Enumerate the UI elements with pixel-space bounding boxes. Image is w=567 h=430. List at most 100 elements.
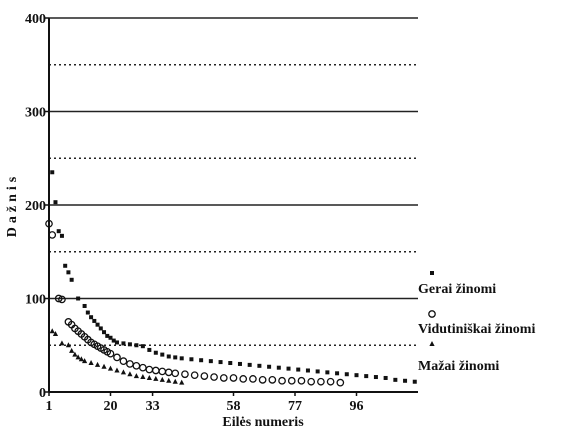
x-tick-label: 1 [46, 399, 53, 414]
data-point-square [98, 326, 103, 331]
data-point-circle [54, 294, 63, 303]
data-point-square [153, 350, 158, 355]
data-point-square [50, 170, 55, 175]
data-point-triangle [127, 371, 133, 377]
x-tick-label: 20 [104, 399, 118, 414]
points-layer [45, 170, 417, 387]
y-tick-label: 100 [25, 293, 46, 308]
data-point-square [127, 342, 132, 347]
data-point-circle [317, 377, 325, 386]
y-tick-label: 0 [39, 386, 46, 401]
data-point-circle [297, 376, 306, 385]
data-point-square [140, 344, 145, 349]
data-point-square [102, 330, 107, 335]
data-point-circle [113, 353, 121, 362]
data-point-triangle [101, 363, 107, 369]
data-point-square [286, 366, 291, 371]
data-point-triangle [120, 369, 127, 375]
data-point-square [92, 318, 97, 323]
data-point-square [412, 379, 417, 384]
data-point-circle [58, 295, 66, 304]
data-point-square [85, 310, 90, 315]
data-point-circle [139, 363, 147, 372]
data-point-circle [219, 374, 228, 382]
data-point-square [199, 358, 204, 363]
data-point-circle [200, 372, 209, 380]
series-2 [45, 219, 345, 387]
legend-marker-triangle [429, 341, 435, 346]
data-point-square [105, 333, 110, 338]
data-point-square [276, 365, 281, 370]
data-point-circle [258, 375, 267, 384]
grid-layer [49, 17, 418, 347]
data-point-square [53, 200, 58, 205]
data-point-square [228, 361, 233, 366]
y-axis-title: Dažnis [5, 173, 20, 237]
data-point-circle [45, 219, 53, 228]
data-point-triangle [88, 360, 94, 366]
data-point-circle [119, 357, 128, 365]
data-point-triangle [172, 378, 178, 384]
x-tick-label: 96 [350, 399, 364, 414]
data-point-circle [48, 231, 57, 239]
data-point-circle [171, 369, 180, 378]
data-point-triangle [49, 328, 55, 334]
data-point-square [305, 368, 310, 373]
data-point-square [66, 270, 71, 275]
data-point-square [111, 338, 116, 343]
data-point-square [69, 277, 74, 282]
data-point-square [247, 362, 252, 367]
data-point-square [166, 354, 171, 359]
data-point-square [89, 315, 94, 320]
data-point-square [121, 341, 126, 346]
data-point-circle [190, 371, 199, 380]
legend-marker-square [430, 271, 434, 275]
data-point-triangle [179, 379, 185, 385]
data-point-square [267, 364, 272, 369]
data-point-triangle [59, 340, 65, 346]
data-point-square [296, 367, 301, 372]
data-point-circle [307, 377, 316, 386]
data-point-square [218, 360, 223, 365]
y-tick-label: 300 [25, 106, 46, 121]
data-point-square [134, 343, 139, 348]
data-point-square [173, 355, 178, 360]
data-point-triangle [65, 342, 72, 348]
legend-marker-circle [428, 310, 436, 318]
x-axis-title: Eilės numeris [222, 415, 304, 430]
data-point-square [59, 233, 64, 238]
data-point-square [82, 303, 87, 308]
data-point-square [179, 356, 184, 361]
x-tick-label: 58 [227, 399, 241, 414]
data-point-circle [106, 349, 115, 358]
data-point-circle [164, 368, 173, 377]
data-point-square [344, 372, 349, 377]
data-point-square [114, 340, 119, 345]
data-point-circle [132, 361, 141, 370]
data-point-circle [239, 375, 248, 383]
legend-label: Vidutiniškai žinomi [418, 322, 535, 337]
data-point-square [76, 296, 81, 301]
data-point-triangle [78, 356, 84, 362]
data-point-square [354, 373, 359, 378]
data-point-circle [278, 376, 286, 385]
data-point-circle [268, 375, 277, 384]
data-point-triangle [52, 331, 59, 337]
data-point-triangle [107, 365, 114, 371]
legend-layer: Gerai žinomi Vidutiniškai žinomi Mažai žin… [418, 271, 535, 374]
data-point-triangle [166, 377, 172, 383]
data-point-circle [145, 365, 154, 374]
data-point-triangle [146, 374, 152, 380]
data-point-square [393, 377, 398, 382]
data-point-square [373, 375, 378, 380]
data-point-triangle [114, 367, 120, 373]
series-1 [50, 170, 417, 384]
data-point-square [56, 229, 61, 234]
data-point-square [325, 370, 330, 375]
data-point-circle [249, 375, 257, 383]
legend-label: Gerai žinomi [418, 282, 496, 297]
data-point-circle [229, 374, 238, 382]
data-point-circle [326, 377, 335, 386]
data-point-square [208, 359, 213, 364]
